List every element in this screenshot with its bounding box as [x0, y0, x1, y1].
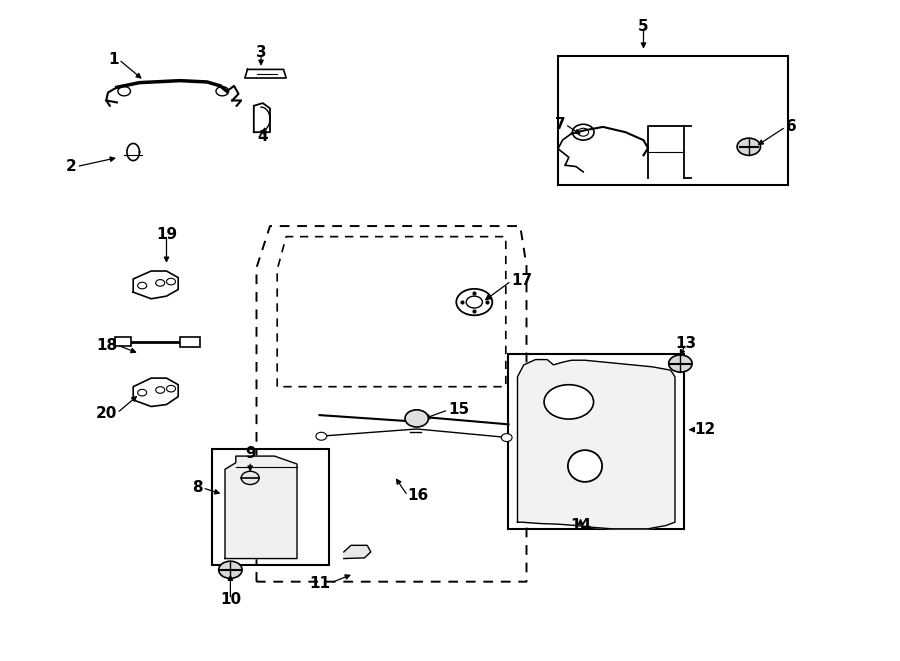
Text: 13: 13 — [675, 336, 697, 351]
Circle shape — [166, 278, 176, 285]
Circle shape — [138, 282, 147, 289]
Polygon shape — [344, 545, 371, 559]
Text: 7: 7 — [554, 117, 565, 132]
Circle shape — [241, 471, 259, 485]
Text: 14: 14 — [570, 518, 591, 533]
Ellipse shape — [544, 385, 594, 419]
Circle shape — [138, 389, 147, 396]
Text: 4: 4 — [257, 130, 268, 144]
Polygon shape — [225, 456, 297, 559]
Circle shape — [737, 138, 760, 155]
Circle shape — [219, 561, 242, 578]
Bar — [115, 337, 131, 346]
Circle shape — [156, 280, 165, 286]
Circle shape — [501, 434, 512, 442]
Polygon shape — [518, 360, 675, 529]
Circle shape — [166, 385, 176, 392]
Text: 11: 11 — [310, 576, 330, 590]
Text: 12: 12 — [694, 422, 716, 437]
Text: 8: 8 — [192, 481, 202, 495]
Circle shape — [669, 355, 692, 372]
Bar — [212, 449, 328, 565]
Text: 17: 17 — [511, 274, 532, 288]
Text: 10: 10 — [220, 592, 241, 607]
Ellipse shape — [568, 450, 602, 482]
Text: 9: 9 — [245, 446, 256, 461]
Text: 6: 6 — [786, 120, 796, 134]
Circle shape — [156, 387, 165, 393]
Bar — [180, 337, 200, 347]
Circle shape — [405, 410, 428, 427]
Text: 16: 16 — [408, 488, 429, 503]
Text: 18: 18 — [96, 338, 117, 352]
Circle shape — [316, 432, 327, 440]
Bar — [558, 56, 788, 185]
Circle shape — [456, 289, 492, 315]
Text: 2: 2 — [66, 159, 77, 174]
Text: 3: 3 — [256, 46, 266, 60]
Text: 19: 19 — [156, 227, 177, 242]
Text: 15: 15 — [448, 403, 469, 417]
Text: 5: 5 — [638, 19, 649, 34]
Bar — [508, 354, 684, 529]
Text: 20: 20 — [95, 406, 117, 420]
Text: 1: 1 — [108, 52, 119, 67]
Circle shape — [572, 124, 594, 140]
